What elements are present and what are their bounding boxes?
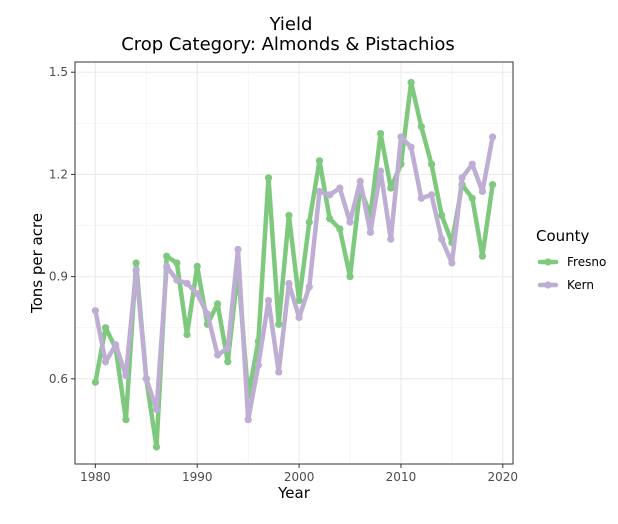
data-point-fresno: [407, 78, 415, 87]
data-point-fresno: [183, 330, 191, 339]
data-point-fresno: [122, 416, 130, 424]
legend-key-point-kern: [544, 281, 552, 289]
data-point-kern: [346, 218, 354, 226]
data-point-kern: [356, 177, 364, 185]
data-point-kern: [244, 416, 252, 424]
data-point-kern: [407, 143, 415, 151]
data-point-kern: [285, 279, 293, 288]
data-point-fresno: [417, 123, 425, 131]
data-point-fresno: [101, 324, 110, 332]
data-point-kern: [112, 341, 120, 349]
x-tick-label: 1980: [80, 470, 111, 484]
data-point-kern: [397, 133, 405, 141]
data-point-fresno: [346, 273, 354, 281]
data-point-fresno: [91, 378, 99, 386]
x-tick-label: 2000: [284, 470, 315, 484]
series-line-fresno: [93, 80, 495, 450]
chart-title: Yield: [269, 14, 313, 35]
data-point-kern: [224, 344, 232, 352]
panel-border: [74, 61, 514, 465]
x-tick-label: 1990: [182, 470, 213, 484]
legend-label-kern: Kern: [567, 278, 594, 292]
data-point-fresno: [336, 225, 344, 233]
data-point-kern: [275, 368, 283, 376]
legend-label-fresno: Fresno: [567, 255, 606, 269]
data-point-kern: [295, 313, 303, 322]
data-point-fresno: [295, 296, 303, 305]
data-point-fresno: [315, 157, 324, 165]
data-point-kern: [214, 351, 222, 359]
data-point-kern: [387, 235, 395, 243]
legend-title: County: [536, 227, 590, 245]
y-tick-label: 1.5: [49, 65, 68, 79]
data-point-kern: [193, 290, 201, 298]
data-point-kern: [478, 187, 487, 196]
data-point-fresno: [224, 358, 232, 366]
data-point-kern: [203, 310, 212, 318]
data-point-fresno: [438, 211, 446, 219]
chart-subtitle: Crop Category: Almonds & Pistachios: [121, 34, 455, 55]
data-point-fresno: [478, 252, 487, 260]
data-point-kern: [366, 228, 374, 236]
data-point-fresno: [376, 129, 385, 138]
x-axis-title: Year: [277, 484, 311, 502]
data-point-fresno: [173, 259, 181, 267]
data-point-kern: [417, 194, 425, 202]
data-point-kern: [152, 405, 161, 414]
data-point-fresno: [427, 160, 436, 168]
data-point-kern: [183, 279, 191, 288]
data-point-kern: [326, 191, 334, 199]
y-tick-label: 1.2: [49, 167, 68, 181]
data-point-fresno: [264, 174, 273, 182]
legend-key-point-fresno: [544, 258, 552, 266]
legend: County Fresno Kern: [536, 227, 606, 292]
data-point-kern: [468, 160, 476, 168]
data-point-kern: [264, 296, 273, 305]
data-point-kern: [101, 358, 110, 366]
plot-area: 1980 1990 2000 2010 2020 0.6 0.9 1.2 1.5: [49, 61, 519, 484]
data-point-kern: [234, 245, 242, 253]
series-line-kern: [93, 134, 495, 422]
data-point-fresno: [163, 252, 171, 260]
data-point-kern: [376, 167, 385, 175]
data-point-fresno: [326, 215, 334, 223]
data-point-fresno: [214, 300, 222, 308]
data-point-fresno: [285, 211, 293, 219]
y-tick-label: 0.6: [49, 372, 68, 386]
data-point-kern: [132, 266, 140, 274]
x-tick-label: 2020: [488, 470, 519, 484]
data-point-fresno: [193, 262, 201, 271]
data-point-kern: [173, 276, 181, 284]
data-point-fresno: [275, 320, 283, 328]
data-point-kern: [142, 375, 150, 383]
data-point-kern: [91, 307, 99, 315]
data-point-fresno: [468, 194, 476, 202]
data-point-kern: [458, 174, 466, 182]
data-point-fresno: [152, 443, 161, 451]
data-point-kern: [163, 262, 171, 271]
data-point-fresno: [305, 218, 313, 226]
data-point-fresno: [132, 259, 140, 267]
data-point-kern: [427, 191, 436, 199]
data-point-kern: [122, 371, 130, 380]
x-tick-label: 2010: [386, 470, 417, 484]
y-tick-label: 0.9: [49, 270, 68, 284]
data-point-kern: [489, 133, 497, 141]
data-point-kern: [448, 259, 456, 267]
data-point-kern: [254, 361, 262, 369]
data-point-kern: [438, 235, 446, 243]
data-point-fresno: [387, 184, 395, 192]
y-axis-title: Tons per acre: [28, 213, 46, 314]
data-point-kern: [336, 184, 344, 192]
data-point-fresno: [489, 181, 497, 189]
data-point-kern: [305, 283, 313, 291]
data-point-kern: [315, 187, 324, 196]
